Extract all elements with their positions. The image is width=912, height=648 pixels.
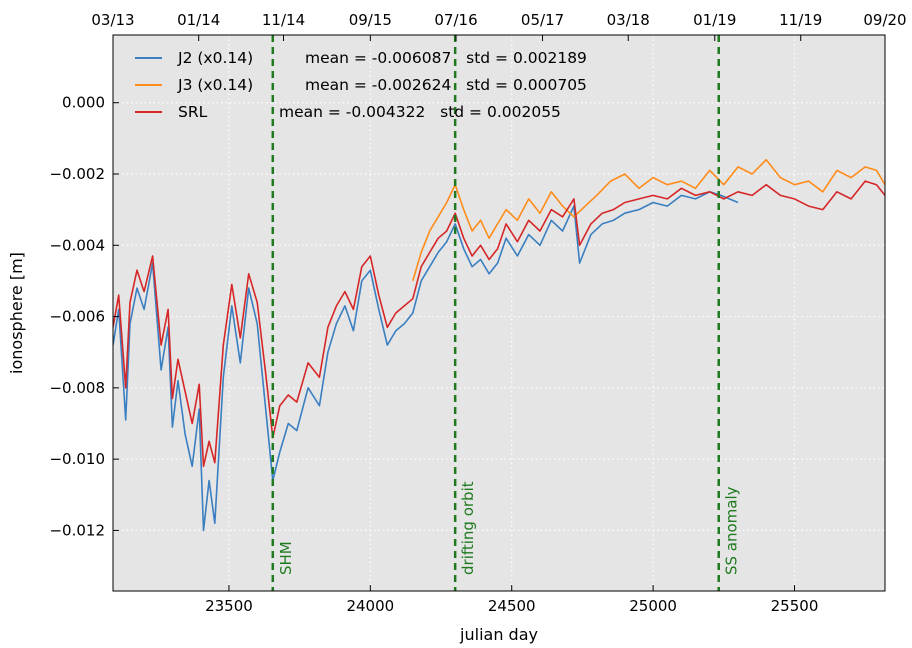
x-axis-label: julian day <box>459 625 538 644</box>
y-tick-label: −0.010 <box>49 450 105 468</box>
plot-frame <box>112 34 886 592</box>
legend: J2 (x0.14) mean = -0.006087 std = 0.00218… <box>135 49 587 121</box>
legend-series-name: J3 (x0.14) <box>177 76 253 94</box>
y-tick-label: −0.008 <box>49 379 105 397</box>
y-tick-label: −0.006 <box>49 308 105 326</box>
x-axis: 23500 24000 24500 25000 25500 <box>205 585 818 615</box>
series-line-j2 <box>113 191 739 532</box>
x-tick-label: 23500 <box>205 597 253 615</box>
x-tick-label: 24500 <box>488 597 536 615</box>
x-tick-label: 25500 <box>771 597 819 615</box>
top-date-axis: 03/13 01/14 11/14 09/15 07/16 05/17 03/18 01/19… <box>91 11 907 41</box>
y-axis-label: ionosphere [m] <box>7 252 26 374</box>
top-tick-label: 05/17 <box>521 11 564 29</box>
top-tick-label: 07/16 <box>434 11 477 29</box>
plot-background <box>113 35 885 591</box>
event-label: drifting orbit <box>459 481 477 575</box>
y-tick-label: −0.012 <box>49 521 105 539</box>
top-tick-label: 09/15 <box>349 11 392 29</box>
x-tick-label: 25000 <box>629 597 677 615</box>
series-line-j3 <box>412 158 885 282</box>
y-tick-label: −0.004 <box>49 236 105 254</box>
top-tick-label: 01/14 <box>177 11 220 29</box>
series-line-srl <box>113 180 885 468</box>
y-axis: 0.000 −0.002 −0.004 −0.006 −0.008 −0.010 −0.01… <box>49 94 119 539</box>
x-tick-label: 24000 <box>346 597 394 615</box>
event-label: SHM <box>277 541 295 575</box>
series-lines <box>113 158 885 532</box>
legend-series-stats: mean = -0.006087 std = 0.002189 <box>305 49 587 67</box>
top-tick-label: 03/13 <box>91 11 134 29</box>
legend-series-stats: mean = -0.004322 std = 0.002055 <box>279 103 561 121</box>
top-tick-label: 09/20 <box>863 11 906 29</box>
top-tick-label: 11/14 <box>262 11 305 29</box>
event-markers: SHM drifting orbit SS anomaly <box>271 35 741 591</box>
legend-series-name: SRL <box>178 103 208 121</box>
y-tick-label: 0.000 <box>62 94 105 112</box>
legend-series-name: J2 (x0.14) <box>177 49 253 67</box>
event-label: SS anomaly <box>723 486 741 575</box>
top-tick-label: 01/19 <box>693 11 736 29</box>
top-tick-label: 03/18 <box>607 11 650 29</box>
legend-series-stats: mean = -0.002624 std = 0.000705 <box>305 76 587 94</box>
y-tick-label: −0.002 <box>49 165 105 183</box>
top-tick-label: 11/19 <box>779 11 822 29</box>
